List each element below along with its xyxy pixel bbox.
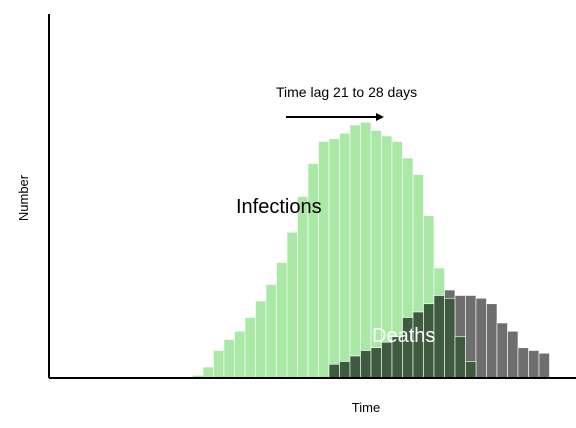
y-axis-label: Number [16, 174, 31, 221]
overlap-bar [454, 336, 466, 379]
overlap-bar [433, 295, 445, 379]
death-bar [486, 303, 498, 379]
x-axis-label: Time [352, 400, 380, 415]
time-lag-annotation: Time lag 21 to 28 days [276, 84, 417, 100]
infection-bar [255, 300, 267, 379]
infection-bar [360, 121, 372, 379]
infections-bars [192, 121, 477, 379]
death-bar [517, 347, 529, 379]
overlap-bar [465, 361, 477, 379]
infection-bar [318, 141, 330, 379]
infection-bar [286, 231, 298, 379]
infections-label: Infections [236, 196, 322, 218]
infection-bar [328, 138, 340, 379]
death-bar [496, 322, 508, 379]
infection-bar [213, 350, 225, 379]
overlap-bar [360, 350, 372, 379]
time-lag-arrow-icon [286, 113, 384, 121]
infection-bar [349, 124, 361, 379]
overlap-bar [328, 363, 340, 379]
infection-bar [234, 330, 246, 379]
infection-bar [297, 196, 309, 379]
overlap-bar [444, 297, 456, 379]
infection-bar [202, 366, 214, 379]
overlap-bar [349, 355, 361, 379]
death-bar [475, 297, 487, 379]
overlap-bar [339, 361, 351, 379]
infection-bar [244, 317, 256, 379]
overlap-bar [370, 347, 382, 379]
overlap-bar [381, 341, 393, 379]
death-bar [538, 352, 550, 379]
deaths-label: Deaths [372, 325, 435, 347]
death-bar [528, 350, 540, 379]
infection-bar [339, 132, 351, 379]
death-bar [507, 330, 519, 379]
infection-bar [223, 339, 235, 379]
infection-bar [265, 284, 277, 379]
infection-bar [276, 262, 288, 379]
